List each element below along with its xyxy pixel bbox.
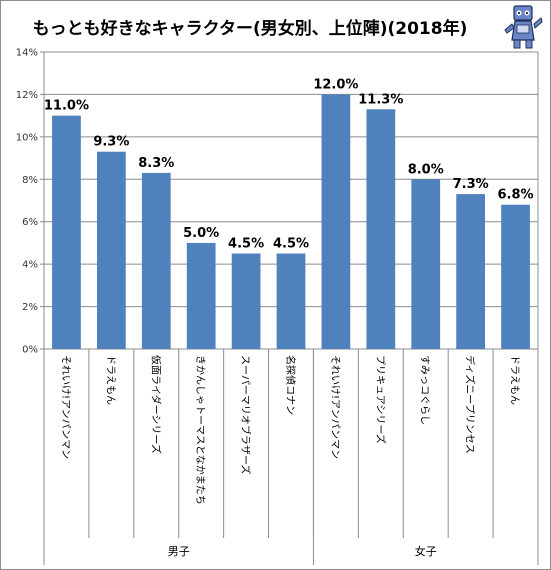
data-label: 8.3% [138, 156, 174, 171]
category-label: ディズニープリンセス [464, 355, 477, 454]
y-tick-label: 2% [22, 302, 38, 313]
bar [96, 151, 126, 349]
data-label: 8.0% [408, 162, 444, 177]
data-label: 11.0% [44, 99, 89, 114]
category-label: すみっコぐらし [419, 355, 431, 425]
y-tick-label: 8% [22, 175, 38, 186]
category-label: 名探偵コナン [284, 355, 297, 415]
y-tick-label: 12% [16, 90, 38, 101]
bar [501, 204, 530, 349]
data-label: 4.5% [273, 237, 309, 252]
data-label: 12.0% [313, 77, 358, 92]
y-tick-label: 6% [22, 217, 38, 228]
data-label: 6.8% [498, 188, 534, 203]
group-label: 女子 [415, 544, 437, 558]
category-label: それいけ!アンパンマン [59, 355, 71, 459]
robot-mascot-icon [504, 5, 543, 49]
bar [276, 253, 306, 349]
y-tick-label: 4% [22, 260, 38, 271]
bar [186, 242, 216, 349]
category-label: きかんしゃトーマスとなかまたち [194, 355, 206, 505]
category-label: それいけ!アンパンマン [329, 355, 341, 459]
data-label: 4.5% [228, 237, 264, 252]
bar [411, 179, 441, 349]
y-tick-label: 0% [22, 345, 38, 356]
data-label: 5.0% [183, 226, 219, 241]
bar [231, 253, 261, 349]
category-label: スーパーマリオブラザーズ [239, 355, 252, 474]
data-label: 7.3% [453, 177, 489, 192]
bar [321, 94, 351, 349]
category-label: ドラえもん [104, 355, 116, 405]
category-label: 仮面ライダーシリーズ [149, 355, 162, 454]
group-label: 男子 [168, 545, 190, 558]
bar [141, 172, 171, 349]
chart-title: もっとも好きなキャラクター(男女別、上位陣)(2018年) [32, 19, 468, 39]
bar [52, 115, 81, 350]
y-tick-label: 14% [16, 48, 38, 59]
bar [366, 109, 396, 350]
bar [456, 194, 486, 349]
y-tick-label: 10% [16, 132, 38, 143]
data-label: 11.3% [358, 92, 403, 107]
category-label: プリキュアシリーズ [374, 355, 387, 444]
data-label: 9.3% [93, 135, 129, 150]
category-label: ドラえもん [509, 355, 521, 405]
